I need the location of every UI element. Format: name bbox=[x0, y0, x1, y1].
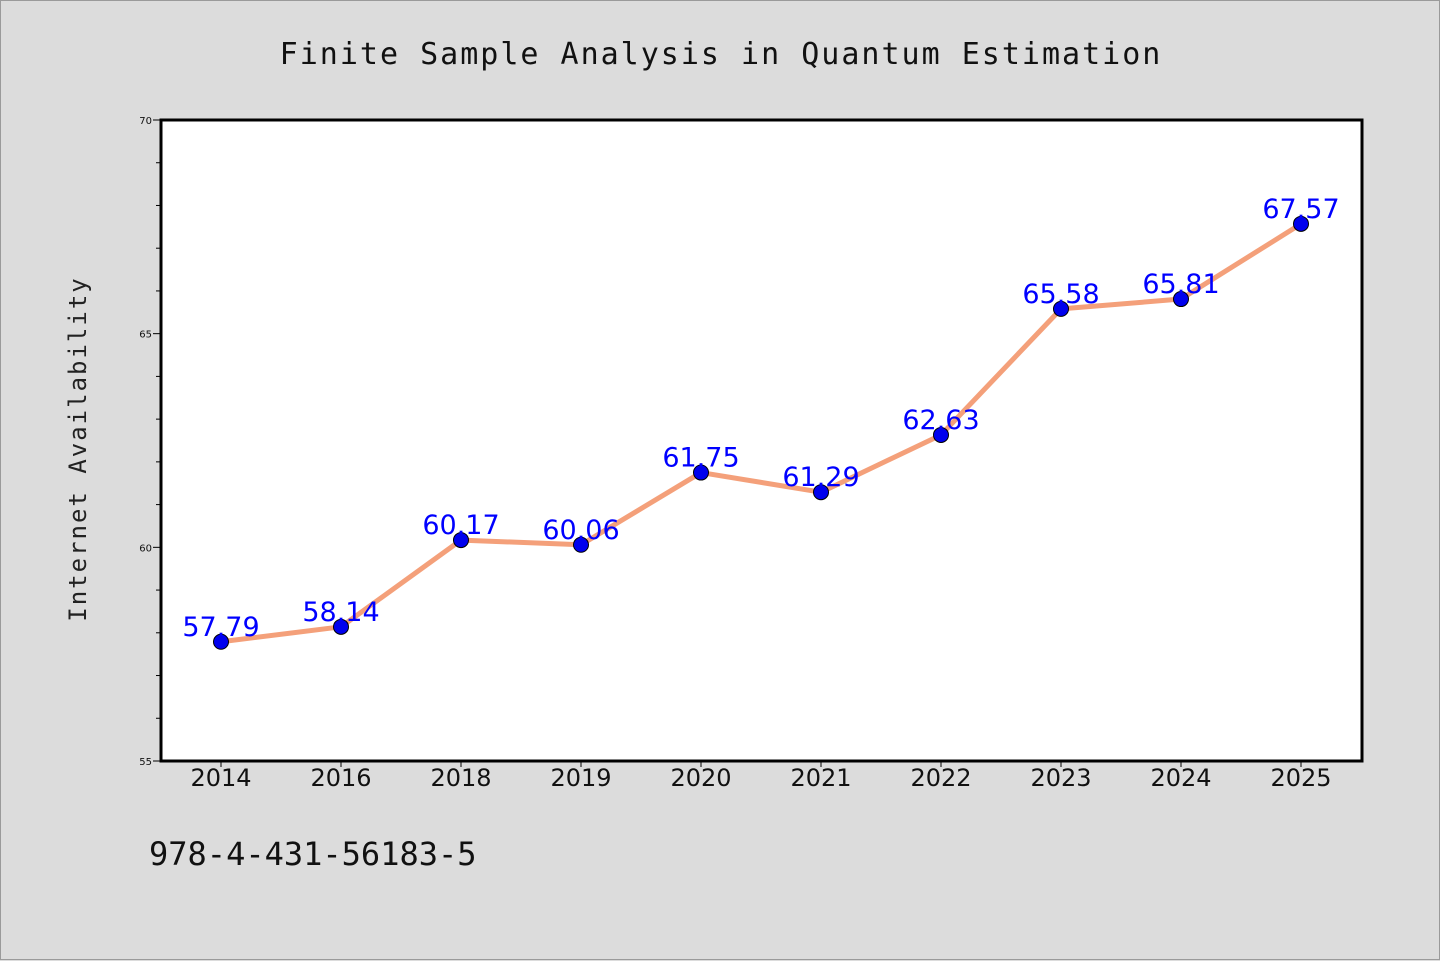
data-point-marker bbox=[933, 426, 949, 443]
data-point-marker bbox=[813, 484, 829, 501]
x-tick-label: 2018 bbox=[430, 764, 491, 792]
chart-title: Finite Sample Analysis in Quantum Estima… bbox=[280, 37, 1163, 72]
data-label: 65.81 bbox=[1142, 269, 1219, 300]
x-tick-label: 2022 bbox=[910, 764, 971, 792]
x-tick-label: 2019 bbox=[550, 764, 611, 792]
data-point-marker bbox=[1293, 215, 1309, 232]
x-tick-label: 2016 bbox=[310, 764, 371, 792]
footnote-isbn: 978-4-431-56183-5 bbox=[149, 835, 477, 873]
data-point-marker bbox=[1053, 300, 1069, 317]
data-point-marker bbox=[1173, 291, 1189, 308]
y-tick-label: 60 bbox=[139, 543, 152, 554]
data-point-marker bbox=[693, 464, 709, 481]
data-label: 57.79 bbox=[182, 612, 259, 643]
data-label: 60.06 bbox=[542, 515, 619, 546]
y-axis-label: Internet Availability bbox=[64, 276, 92, 621]
data-label: 58.14 bbox=[302, 597, 379, 628]
x-tick-label: 2023 bbox=[1030, 764, 1091, 792]
y-tick-label: 55 bbox=[139, 757, 152, 768]
x-tick-label: 2025 bbox=[1270, 764, 1331, 792]
data-label: 67.57 bbox=[1262, 194, 1339, 225]
data-label: 61.75 bbox=[662, 443, 739, 474]
y-tick-label: 65 bbox=[139, 330, 152, 341]
plot-area bbox=[159, 118, 1364, 763]
data-point-marker bbox=[213, 633, 229, 650]
x-tick-label: 2014 bbox=[190, 764, 251, 792]
data-label: 65.58 bbox=[1022, 279, 1099, 310]
data-label: 60.17 bbox=[422, 510, 499, 541]
data-point-marker bbox=[573, 536, 589, 553]
x-tick-label: 2024 bbox=[1150, 764, 1211, 792]
data-label: 62.63 bbox=[902, 405, 979, 436]
data-point-marker bbox=[453, 532, 469, 549]
data-point-marker bbox=[333, 618, 349, 635]
x-tick-label: 2021 bbox=[790, 764, 851, 792]
y-axis: 55 60 65 70 bbox=[139, 116, 161, 768]
x-axis: 2014 2016 2018 2019 2020 2021 2022 2023 2024 2025 bbox=[190, 761, 1332, 792]
series-layer: 57.79 58.14 60.17 60.06 61.75 61.29 62.63 65.58… bbox=[182, 194, 1340, 650]
x-tick-label: 2020 bbox=[670, 764, 731, 792]
data-label: 61.29 bbox=[782, 462, 859, 493]
y-tick-label: 70 bbox=[139, 116, 152, 127]
series-line bbox=[218, 221, 1304, 645]
